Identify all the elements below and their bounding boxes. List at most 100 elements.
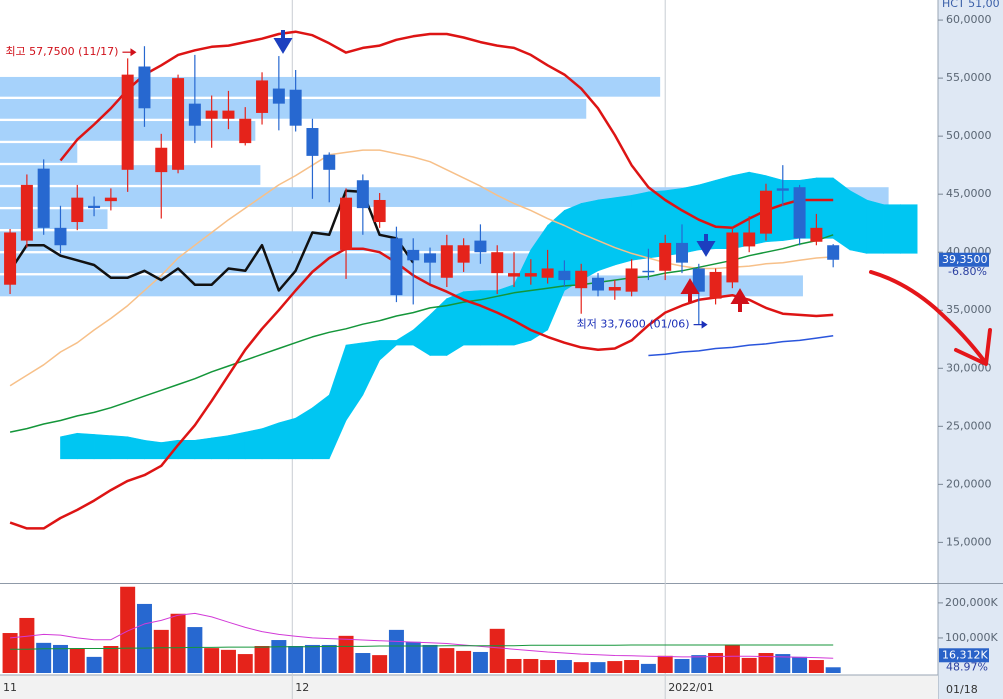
candle-body <box>776 188 789 191</box>
candle-body <box>675 242 688 263</box>
volume-bar <box>540 660 556 673</box>
candle-body <box>709 271 722 299</box>
volume-tick-label: 100,000K <box>945 631 998 644</box>
volume-bar <box>288 646 304 673</box>
volume-bar <box>136 603 152 673</box>
volume-bar <box>825 667 841 673</box>
volume-bar <box>691 655 707 673</box>
candle-body <box>541 268 554 278</box>
volume-bar <box>355 653 371 673</box>
cloud-segment <box>110 435 128 460</box>
last-volume-box <box>939 648 989 663</box>
y-tick-label: 20,0000 <box>946 477 992 490</box>
volume-bar <box>220 649 236 673</box>
candle-body <box>272 88 285 104</box>
candle-body <box>138 66 151 109</box>
volume-profile-band <box>0 253 555 274</box>
hand-drawn-arrow <box>869 270 987 364</box>
indicator-line <box>9 247 834 530</box>
volume-bar <box>506 658 522 673</box>
indicator-line <box>59 30 834 230</box>
cloud-segment <box>866 199 884 254</box>
volume-bar <box>271 640 287 673</box>
hand-drawn-arrowhead <box>954 328 992 366</box>
cloud-segment <box>832 177 851 251</box>
cloud-segment <box>211 435 229 460</box>
candle-body <box>827 245 840 260</box>
cloud-segment <box>76 432 95 460</box>
cloud-segment <box>446 291 464 357</box>
price-change: -6.80% <box>948 265 987 278</box>
cloud-segment <box>900 204 918 254</box>
volume-bar <box>2 633 18 673</box>
volume-bar <box>590 662 606 673</box>
annotation-arrowhead <box>130 48 137 57</box>
cloud-segment <box>278 417 296 460</box>
candle-body <box>793 187 806 239</box>
volume-bar <box>405 641 421 673</box>
candle-body <box>256 80 269 113</box>
candle-body <box>642 270 655 273</box>
y-tick-label: 15,0000 <box>946 535 992 548</box>
volume-bar <box>69 648 85 673</box>
volume-ratio: 48.97% <box>946 660 988 673</box>
volume-bar <box>439 648 455 673</box>
cloud-segment <box>228 431 246 460</box>
candle-body <box>575 270 588 289</box>
volume-profile-band <box>0 76 661 97</box>
y-tick-label: 55,0000 <box>946 71 992 84</box>
volume-bar <box>808 660 824 673</box>
candle-body <box>356 180 369 209</box>
cloud-segment <box>614 194 632 266</box>
y-tick-label: 50,0000 <box>946 129 992 142</box>
volume-bar <box>657 655 673 673</box>
date-axis-strip <box>0 675 938 699</box>
last-volume-label: 16,312K <box>942 648 988 661</box>
volume-bar <box>624 660 640 673</box>
volume-bar <box>775 654 791 673</box>
volume-bar <box>388 629 404 673</box>
volume-bar <box>86 656 102 673</box>
volume-line <box>10 644 834 650</box>
candle-body <box>71 197 84 223</box>
candle-body <box>474 240 487 253</box>
cloud-segment <box>93 434 112 460</box>
volume-bar <box>170 613 186 673</box>
candle-body <box>692 268 705 292</box>
volume-bar <box>254 646 270 673</box>
candle-body <box>205 110 218 119</box>
candle-body <box>239 118 252 144</box>
volume-bar <box>489 628 505 673</box>
candle-body <box>659 242 672 271</box>
candle-body <box>810 227 823 242</box>
candle-body <box>172 78 185 170</box>
volume-bar <box>724 644 740 673</box>
down-arrow <box>696 234 716 257</box>
cloud-segment <box>194 437 212 460</box>
candle-body <box>222 110 235 119</box>
y-tick-label: 60,0000 <box>946 13 992 26</box>
candle-body <box>491 252 504 274</box>
candle-body <box>373 199 386 223</box>
volume-bar <box>187 627 203 673</box>
volume-bar <box>36 642 52 673</box>
indicator-line <box>9 234 834 433</box>
volume-bar <box>741 657 757 673</box>
volume-bar <box>237 654 253 673</box>
y-tick-label: 25,0000 <box>946 419 992 432</box>
y-tick-label: 35,0000 <box>946 303 992 316</box>
volume-bar <box>758 653 774 673</box>
volume-bar <box>52 644 68 673</box>
volume-line <box>10 612 834 659</box>
volume-bar <box>472 651 488 673</box>
candle-body <box>340 197 353 250</box>
volume-profile-band <box>0 209 108 229</box>
volume-bar <box>338 635 354 673</box>
indicator-line <box>648 335 834 357</box>
price-axis-panel <box>938 0 1003 699</box>
cloud-segment <box>883 204 901 254</box>
annotation-arrowhead <box>701 320 708 329</box>
cloud-segment <box>631 191 649 261</box>
candle-body <box>4 232 17 285</box>
